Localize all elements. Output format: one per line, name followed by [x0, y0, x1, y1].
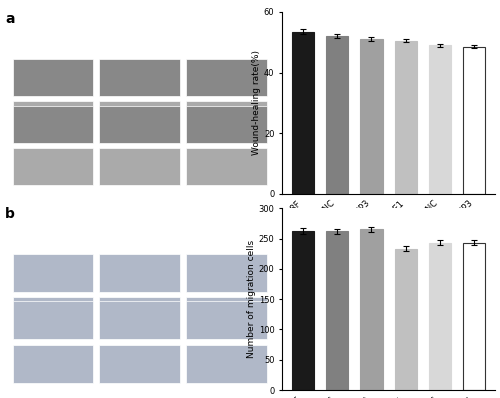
Bar	[292, 231, 314, 390]
Bar	[429, 243, 451, 390]
Bar	[326, 231, 348, 390]
Bar	[12, 59, 94, 96]
Bar	[100, 297, 180, 336]
Bar	[100, 106, 180, 143]
Bar	[100, 101, 180, 137]
Bar	[186, 101, 266, 137]
Bar	[12, 106, 94, 143]
Bar	[100, 345, 180, 383]
Bar	[429, 45, 451, 194]
Text: a: a	[5, 12, 15, 26]
Bar	[186, 254, 266, 292]
Bar	[12, 101, 94, 137]
Y-axis label: Number of migration cells: Number of migration cells	[247, 240, 256, 358]
Bar	[12, 297, 94, 336]
Bar	[12, 254, 94, 292]
Y-axis label: Wound-healing rate(%): Wound-healing rate(%)	[252, 50, 261, 155]
Bar	[326, 36, 348, 194]
Bar	[186, 148, 266, 185]
Bar	[100, 301, 180, 339]
Bar	[100, 148, 180, 185]
Text: b: b	[5, 207, 15, 221]
Bar	[12, 345, 94, 383]
Bar	[12, 301, 94, 339]
Bar	[394, 41, 417, 194]
Bar	[100, 59, 180, 96]
Bar	[186, 301, 266, 339]
Bar	[186, 59, 266, 96]
Bar	[394, 249, 417, 390]
Bar	[186, 106, 266, 143]
Bar	[186, 345, 266, 383]
Bar	[463, 243, 485, 390]
Bar	[292, 31, 314, 194]
Bar	[100, 254, 180, 292]
Bar	[360, 39, 382, 194]
Bar	[463, 47, 485, 194]
Bar	[12, 148, 94, 185]
Bar	[360, 230, 382, 390]
Bar	[186, 297, 266, 336]
